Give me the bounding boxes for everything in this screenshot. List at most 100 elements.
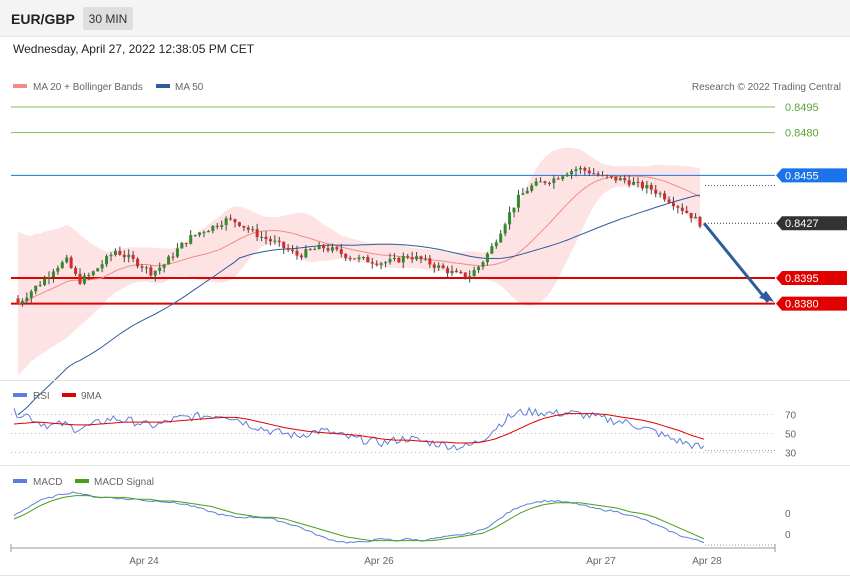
ma50-legend-label: MA 50 [175, 82, 204, 93]
candle-body [78, 273, 82, 284]
macd-tick-label: 0 [785, 530, 791, 541]
candle-body [499, 233, 503, 243]
price-tag-support: 0.8380 [776, 296, 847, 311]
candle-body [614, 176, 618, 181]
candle-body [109, 254, 113, 257]
candle-body [171, 256, 175, 258]
candle-body [490, 246, 494, 254]
candle-body [658, 193, 662, 195]
ma20-legend-label: MA 20 + Bollinger Bands [33, 82, 143, 93]
price-tag-box [776, 168, 847, 183]
macd-legend-label: MACD [33, 477, 62, 488]
candle-body [556, 178, 560, 180]
candle-body [516, 194, 520, 208]
candle-body [233, 219, 237, 223]
candle-body [268, 239, 272, 242]
candle-body [663, 193, 667, 200]
panel-divider [0, 380, 850, 381]
time-axis-label: Apr 27 [586, 556, 616, 567]
candle-body [242, 225, 246, 228]
timestamp: Wednesday, April 27, 2022 12:38:05 PM CE… [13, 42, 255, 56]
price-tag-resistance: 0.8480 [785, 128, 819, 140]
candle-body [246, 227, 250, 230]
candle-body [308, 249, 312, 251]
price-tag-text: 0.8395 [785, 273, 819, 285]
candle-body [623, 178, 627, 181]
candle-body [353, 258, 357, 260]
candle-body [189, 235, 193, 244]
candle-body [326, 248, 330, 251]
candle-body [215, 225, 219, 227]
candle-body [180, 242, 184, 249]
candle-body [313, 249, 317, 251]
timeframe-badge[interactable]: 30 MIN [83, 7, 133, 30]
credit-text: Research © 2022 Trading Central [692, 82, 841, 93]
candle-body [578, 167, 582, 170]
price-legend: MA 20 + Bollinger Bands MA 50 Research ©… [13, 82, 841, 93]
candle-body [694, 216, 698, 219]
ma20-line [17, 175, 701, 305]
price-tag-last: 0.8427 [776, 216, 847, 231]
candle-body [552, 178, 556, 184]
macd-tick-label: 0 [785, 509, 791, 520]
candle-body [198, 232, 202, 235]
candle-body [671, 202, 675, 207]
candle-body [680, 207, 684, 211]
candle-body [322, 244, 326, 249]
candle-body [295, 250, 299, 256]
candle-body [158, 267, 162, 271]
macd-legend-swatch [13, 479, 27, 483]
time-axis-label: Apr 24 [129, 556, 159, 567]
candle-body [432, 264, 436, 268]
candle-body [251, 229, 255, 231]
candle-body [348, 258, 352, 260]
candle-body [202, 232, 206, 234]
candle-body [454, 270, 458, 273]
candle-body [91, 271, 95, 276]
candle-body [264, 236, 268, 240]
candle-body [392, 257, 396, 259]
price-tag-box [776, 216, 847, 231]
candle-body [229, 218, 233, 220]
candle-body [384, 262, 388, 264]
candle-body [211, 225, 215, 232]
candle-body [361, 257, 365, 259]
ma20-legend-swatch [13, 84, 27, 88]
candle-body [291, 249, 295, 251]
candle-body [627, 180, 631, 185]
candle-body [175, 248, 179, 257]
rsi-tick-label: 50 [785, 430, 797, 441]
candle-body [530, 185, 534, 191]
candle-body [20, 301, 24, 304]
candle-body [472, 270, 476, 277]
candle-body [388, 258, 392, 263]
candle-body [206, 231, 210, 233]
candle-body [477, 266, 481, 271]
candle-body [16, 298, 20, 304]
candle-body [74, 267, 78, 274]
candle-body [494, 242, 498, 247]
macd-panel: 00 [13, 491, 791, 546]
candle-body [423, 258, 427, 260]
macd-signal-legend-swatch [75, 479, 89, 483]
candle-body [596, 173, 600, 176]
candle-body [406, 256, 410, 258]
candle-body [446, 268, 450, 274]
candle-body [676, 206, 680, 208]
rsi-ma-line [13, 413, 705, 444]
candle-body [605, 175, 609, 177]
candle-body [144, 267, 148, 269]
candle-body [689, 212, 693, 219]
candle-body [592, 173, 596, 175]
price-tag-text: 0.8427 [785, 218, 819, 230]
candle-body [618, 178, 622, 181]
candle-body [415, 256, 419, 260]
candle-body [339, 249, 343, 254]
candle-body [286, 248, 290, 250]
candle-body [437, 265, 441, 268]
candle-body [645, 185, 649, 189]
candle-body [299, 255, 303, 258]
candle-body [534, 181, 538, 186]
candle-body [122, 254, 126, 258]
rsi-ma-legend-swatch [62, 393, 76, 397]
